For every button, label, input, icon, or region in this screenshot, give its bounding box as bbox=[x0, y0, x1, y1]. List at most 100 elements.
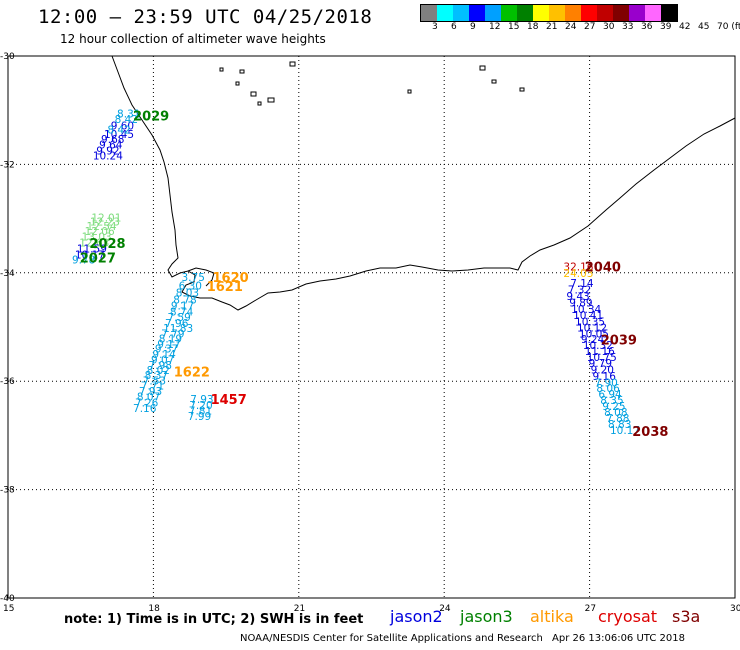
legend-swatch bbox=[501, 5, 517, 21]
wave-height-value: 3.75 bbox=[182, 272, 205, 284]
pass-number-label: 2028 bbox=[89, 237, 125, 252]
satellite-legend-s3a: s3a bbox=[672, 607, 701, 626]
wave-height-value: 8.03 bbox=[176, 287, 199, 299]
pass-number-label: 1621 bbox=[207, 280, 243, 295]
wave-height-value: 9.37 bbox=[155, 344, 178, 356]
lon-label: 15 bbox=[3, 604, 14, 614]
legend-swatch bbox=[517, 5, 533, 21]
wave-height-value: 7.59 bbox=[167, 312, 190, 324]
wave-height-value: 9.20 bbox=[591, 364, 614, 376]
wave-height-value: 8.42 bbox=[107, 125, 130, 137]
legend-label: 30 bbox=[603, 22, 615, 32]
legend-swatch bbox=[549, 5, 565, 21]
legend-swatch bbox=[661, 5, 677, 21]
wave-height-value: 12.63 bbox=[79, 237, 109, 249]
wave-height-value: 7.79 bbox=[161, 329, 184, 341]
wave-height-value: 8.74 bbox=[170, 306, 194, 318]
wave-height-value: 11.59 bbox=[77, 243, 107, 255]
wave-height-value: 9.92 bbox=[96, 145, 119, 157]
wave-height-value: 9.17 bbox=[157, 339, 180, 351]
wave-height-value: 7.93 bbox=[190, 394, 213, 406]
satellite-legend-jason3: jason3 bbox=[460, 607, 513, 626]
lat-label: -34 bbox=[0, 269, 15, 279]
wave-height-value: 9.43 bbox=[566, 291, 589, 303]
legend-swatch bbox=[485, 5, 501, 21]
wave-height-value: 8.37 bbox=[145, 370, 168, 382]
wave-height-value: 9.07 bbox=[151, 355, 174, 367]
wave-height-value: 10.05 bbox=[579, 329, 609, 341]
wave-height-value: 9.79 bbox=[589, 358, 612, 370]
wave-height-value: 7.71 bbox=[141, 381, 164, 393]
legend-swatch bbox=[437, 5, 453, 21]
wave-height-value: 8.78 bbox=[173, 294, 196, 306]
legend-swatch bbox=[533, 5, 549, 21]
map-frame bbox=[7, 55, 736, 599]
wave-height-value: 11.16 bbox=[585, 346, 615, 358]
wave-height-value: 8.31 bbox=[117, 108, 140, 120]
wave-height-value: 9.25 bbox=[602, 401, 625, 413]
wave-height-value: 10.17 bbox=[610, 425, 640, 437]
chart-subtitle: 12 hour collection of altimeter wave hei… bbox=[60, 32, 326, 46]
coastline bbox=[111, 55, 736, 311]
legend-label: 12 bbox=[489, 22, 501, 32]
legend-label: 33 bbox=[622, 22, 634, 32]
wave-height-value: 10.17 bbox=[75, 249, 105, 261]
island bbox=[267, 97, 275, 103]
lat-label: -30 bbox=[0, 52, 15, 62]
legend-swatch bbox=[421, 5, 437, 21]
satellite-legend-altika: altika bbox=[530, 607, 574, 626]
legend-swatch bbox=[613, 5, 629, 21]
pass-number-label: 1457 bbox=[211, 393, 247, 408]
wave-height-value: 10.35 bbox=[575, 317, 605, 329]
wave-height-value: 7.93 bbox=[139, 386, 162, 398]
wave-height-value: 9.17 bbox=[171, 300, 194, 312]
wave-height-value: 9.16 bbox=[593, 371, 617, 383]
wave-height-value: 8.08 bbox=[604, 407, 627, 419]
wave-height-value: 7.96 bbox=[165, 318, 189, 330]
island bbox=[250, 91, 257, 97]
wave-height-value: 7.88 bbox=[606, 413, 629, 425]
wave-height-value: 7.16 bbox=[133, 403, 157, 415]
wave-height-value: 7.81 bbox=[189, 405, 212, 417]
wave-height-value: 7.26 bbox=[135, 397, 159, 409]
wave-height-value: 11.83 bbox=[163, 323, 193, 335]
legend-swatch bbox=[645, 5, 661, 21]
wave-height-value: 8.83 bbox=[608, 419, 631, 431]
wave-height-value: 10.12 bbox=[577, 323, 607, 335]
wave-height-value: 13.03 bbox=[82, 231, 112, 243]
wave-height-value: 8.06 bbox=[596, 383, 620, 395]
legend-label: 42 bbox=[679, 22, 691, 32]
island bbox=[519, 87, 525, 92]
legend-swatch bbox=[597, 5, 613, 21]
island bbox=[219, 67, 224, 72]
legend-label: 18 bbox=[527, 22, 539, 32]
wave-height-value: 7.99 bbox=[188, 411, 211, 423]
legend-swatch bbox=[453, 5, 469, 21]
wave-height-value: 9.89 bbox=[569, 298, 592, 310]
island bbox=[407, 89, 412, 94]
credit-line: NOAA/NESDIS Center for Satellite Applica… bbox=[240, 633, 543, 644]
satellite-legend-cryosat: cryosat bbox=[598, 607, 658, 626]
legend-label: 36 bbox=[641, 22, 653, 32]
wave-height-value: 10.24 bbox=[93, 151, 123, 163]
wave-height-value: 7.53 bbox=[143, 376, 166, 388]
pass-number-label: 2027 bbox=[80, 252, 116, 267]
legend-label: 24 bbox=[565, 22, 577, 32]
wave-height-value: 9.68 bbox=[101, 134, 124, 146]
legend-swatch bbox=[581, 5, 597, 21]
legend-swatch bbox=[565, 5, 581, 21]
wave-height-value: 8.35 bbox=[600, 395, 623, 407]
pass-number-label: 1622 bbox=[174, 365, 210, 380]
lat-label: -32 bbox=[0, 160, 15, 170]
pass-number-label: 2029 bbox=[133, 110, 169, 125]
wave-height-value: 8.07 bbox=[137, 391, 160, 403]
legend-label: 3 bbox=[432, 22, 438, 32]
color-legend-bar bbox=[420, 4, 678, 22]
wave-height-value: 6.94 bbox=[598, 389, 622, 401]
wave-height-value: 12.23 bbox=[90, 216, 120, 228]
island bbox=[479, 65, 486, 71]
wave-height-value: 10.45 bbox=[104, 129, 134, 141]
